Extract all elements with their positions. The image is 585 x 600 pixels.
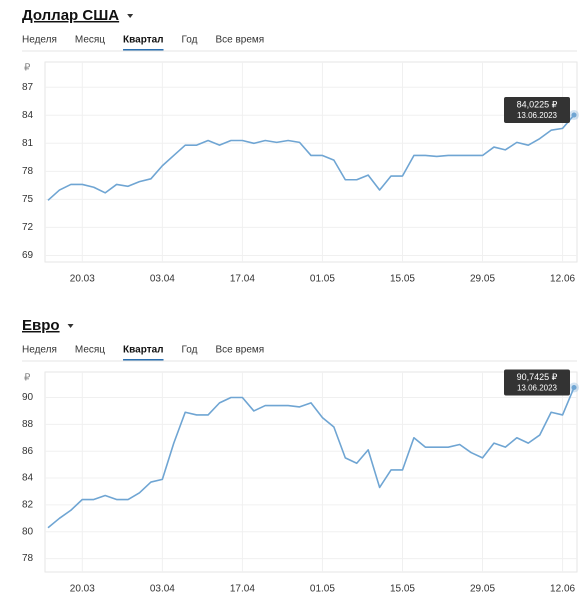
- x-tick-label: 15.05: [390, 274, 415, 285]
- period-tab[interactable]: Год: [182, 345, 198, 356]
- x-tick-label: 20.03: [70, 274, 95, 285]
- period-tab[interactable]: Месяц: [75, 345, 105, 356]
- x-tick-label: 17.04: [230, 584, 255, 595]
- tooltip: [504, 97, 570, 124]
- y-tick-label: 80: [22, 526, 34, 537]
- y-tick-label: 75: [22, 194, 34, 205]
- y-tick-label: 78: [22, 166, 34, 177]
- price-line: [47, 114, 575, 201]
- x-tick-label: 03.04: [150, 274, 175, 285]
- tooltip-date: 13.06.2023: [517, 111, 558, 120]
- period-tab[interactable]: Квартал: [123, 345, 163, 356]
- y-tick-label: 84: [22, 473, 34, 484]
- period-tab[interactable]: Неделя: [22, 35, 57, 46]
- y-tick-label: 82: [22, 500, 34, 511]
- x-tick-label: 12.06: [550, 274, 575, 285]
- period-tab[interactable]: Год: [182, 35, 198, 46]
- last-point: [571, 385, 577, 391]
- chart-title[interactable]: Доллар США: [22, 7, 119, 24]
- tooltip-date: 13.06.2023: [517, 384, 558, 393]
- x-tick-label: 20.03: [70, 584, 95, 595]
- y-tick-label: 86: [22, 446, 34, 457]
- y-unit: ₽: [24, 63, 31, 74]
- tooltip-value: 84,0225 ₽: [517, 99, 558, 109]
- plot-frame: [44, 371, 578, 573]
- price-line: [47, 387, 575, 529]
- y-tick-label: 69: [22, 250, 34, 261]
- y-tick-label: 90: [22, 392, 34, 403]
- x-tick-label: 01.05: [310, 584, 335, 595]
- y-tick-label: 84: [22, 110, 34, 121]
- y-tick-label: 88: [22, 419, 34, 430]
- dropdown-caret[interactable]: [67, 324, 74, 328]
- period-tab[interactable]: Неделя: [22, 345, 57, 356]
- x-tick-label: 12.06: [550, 584, 575, 595]
- x-tick-label: 03.04: [150, 584, 175, 595]
- y-tick-label: 72: [22, 222, 34, 233]
- last-point: [571, 112, 577, 118]
- x-tick-label: 15.05: [390, 584, 415, 595]
- tooltip: [504, 369, 570, 396]
- x-tick-label: 17.04: [230, 274, 255, 285]
- x-tick-label: 29.05: [470, 584, 495, 595]
- y-unit: ₽: [24, 373, 31, 384]
- period-tab[interactable]: Все время: [215, 345, 264, 356]
- period-tab[interactable]: Месяц: [75, 35, 105, 46]
- y-tick-label: 81: [22, 138, 34, 149]
- period-tab[interactable]: Квартал: [123, 35, 163, 46]
- dropdown-caret[interactable]: [127, 14, 134, 18]
- tooltip-value: 90,7425 ₽: [517, 372, 558, 382]
- y-tick-label: 78: [22, 553, 34, 564]
- x-tick-label: 01.05: [310, 274, 335, 285]
- plot-frame: [44, 61, 578, 263]
- period-tab[interactable]: Все время: [215, 35, 264, 46]
- y-tick-label: 87: [22, 82, 34, 93]
- x-tick-label: 29.05: [470, 274, 495, 285]
- chart-title[interactable]: Евро: [22, 317, 60, 334]
